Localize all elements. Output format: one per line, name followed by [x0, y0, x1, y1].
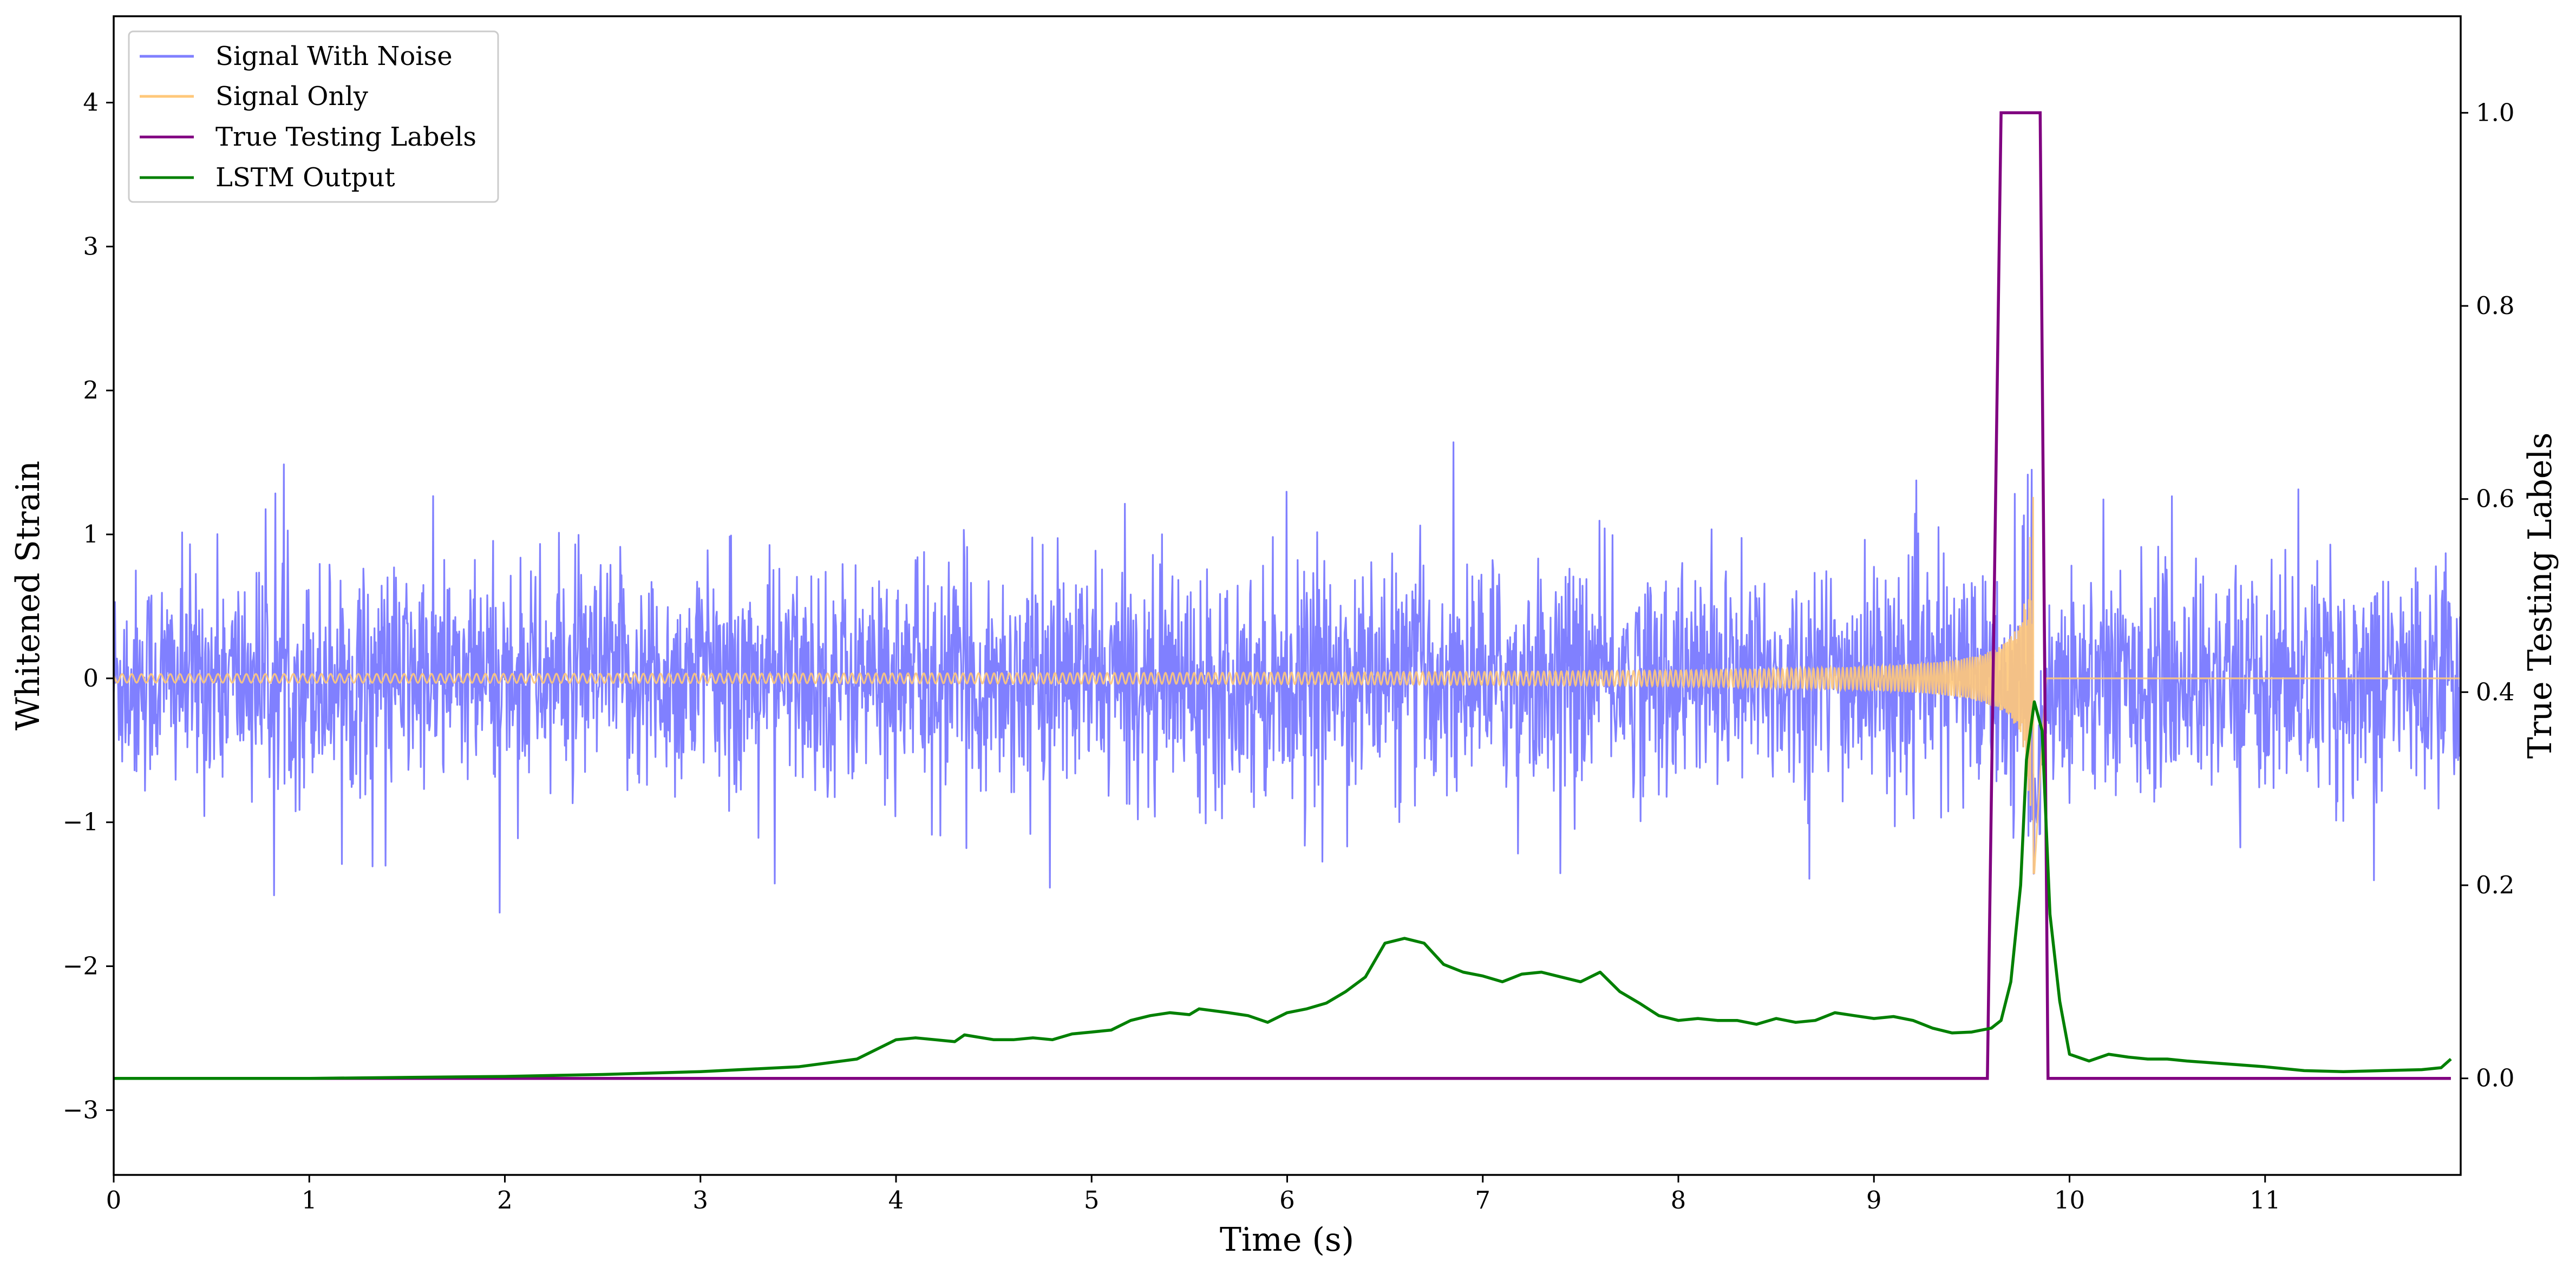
y-tick-label: 1 — [83, 520, 99, 548]
y-axis-left: −3 −2 −1 0 1 2 3 4 — [63, 88, 114, 1124]
legend-label-true-testing-labels: True Testing Labels — [215, 122, 476, 152]
y-right-tick-label: 0.2 — [2476, 871, 2515, 899]
y-right-tick-label: 0.8 — [2476, 291, 2515, 320]
x-tick-label: 7 — [1475, 1186, 1490, 1214]
y-right-tick-label: 1.0 — [2476, 98, 2515, 127]
x-tick-label: 1 — [302, 1186, 317, 1214]
y-tick-label: 2 — [83, 376, 99, 404]
x-tick-label: 8 — [1671, 1186, 1686, 1214]
x-tick-label: 10 — [2054, 1186, 2085, 1214]
legend-label-signal-with-noise: Signal With Noise — [215, 41, 453, 71]
series-lstm-output — [114, 700, 2452, 1080]
y-axis-right-label: True Testing Labels — [2521, 433, 2559, 759]
x-tick-label: 9 — [1866, 1186, 1882, 1214]
series-signal-only — [114, 496, 2461, 874]
legend-box — [128, 30, 499, 203]
y-tick-label: −1 — [63, 808, 99, 837]
plot-area — [114, 111, 2461, 1080]
y-axis-right: 0.0 0.2 0.4 0.6 0.8 1.0 — [2461, 98, 2515, 1093]
x-tick-label: 3 — [692, 1186, 708, 1214]
x-axis-label: Time (s) — [1220, 1221, 1354, 1259]
y-right-tick-label: 0.6 — [2476, 485, 2515, 513]
x-tick-label: 11 — [2250, 1186, 2280, 1214]
y-tick-label: 4 — [83, 88, 99, 117]
x-tick-label: 2 — [497, 1186, 513, 1214]
series-true-testing-labels — [114, 111, 2451, 1080]
y-tick-label: 0 — [83, 664, 99, 692]
legend-label-lstm-output: LSTM Output — [215, 162, 395, 193]
y-tick-label: −2 — [63, 952, 99, 981]
y-right-tick-label: 0.4 — [2476, 677, 2515, 706]
x-axis: 0 1 2 3 4 5 6 7 8 9 10 11 — [106, 1175, 2280, 1214]
legend: Signal With Noise Signal Only True Testi… — [128, 30, 499, 203]
y-tick-label: −3 — [63, 1095, 99, 1124]
x-tick-label: 6 — [1279, 1186, 1295, 1214]
y-tick-label: 3 — [83, 232, 99, 260]
x-tick-label: 0 — [106, 1186, 122, 1214]
legend-label-signal-only: Signal Only — [215, 81, 368, 112]
x-tick-label: 5 — [1084, 1186, 1100, 1214]
y-axis-label: Whitened Strain — [9, 461, 47, 730]
y-right-tick-label: 0.0 — [2476, 1064, 2515, 1093]
x-tick-label: 4 — [888, 1186, 904, 1214]
